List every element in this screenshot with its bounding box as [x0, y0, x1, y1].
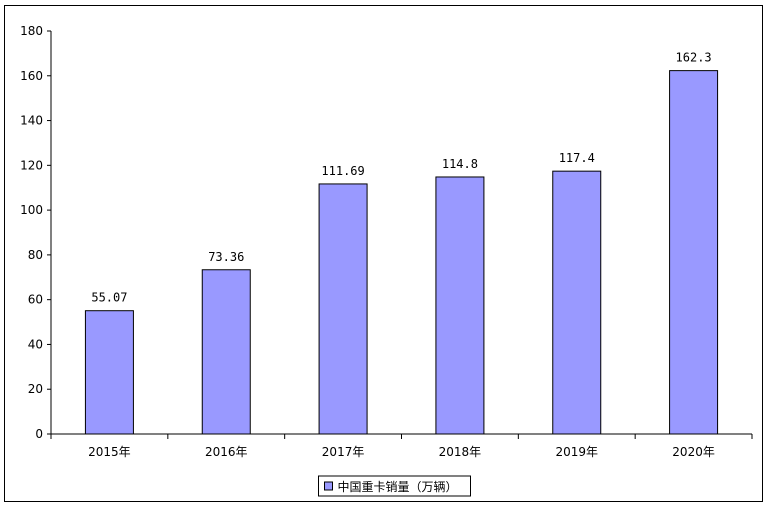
- x-tick-label: 2018年: [439, 445, 482, 459]
- y-tick-label: 40: [28, 337, 43, 351]
- bar: [669, 70, 719, 435]
- y-axis: 0 20 40 60 80 100 120 140 160 180: [20, 24, 52, 441]
- legend-label: 中国重卡销量（万辆）: [338, 479, 458, 494]
- data-label: 162.3: [676, 51, 712, 65]
- x-tick-label: 2015年: [88, 445, 131, 459]
- y-tick-label: 140: [20, 114, 43, 128]
- legend: 中国重卡销量（万辆）: [318, 475, 471, 497]
- y-tick-label: 100: [20, 203, 43, 217]
- y-tick-label: 120: [20, 158, 43, 172]
- y-tick-label: 80: [28, 248, 43, 262]
- y-tick-label: 60: [28, 293, 43, 307]
- x-axis: 2015年 2016年 2017年 2018年 2019年 2020年: [50, 433, 753, 459]
- data-label: 117.4: [559, 151, 595, 165]
- bar: [318, 183, 368, 435]
- data-labels: 55.07 73.36 111.69 114.8 117.4 162.3: [91, 51, 711, 305]
- data-label: 114.8: [442, 157, 478, 171]
- y-tick-label: 20: [28, 382, 43, 396]
- y-tick-label: 180: [20, 24, 43, 38]
- bar: [201, 269, 251, 435]
- x-tick-label: 2017年: [322, 445, 365, 459]
- legend-swatch: [324, 481, 333, 491]
- y-tick-label: 160: [20, 69, 43, 83]
- x-tick-label: 2016年: [205, 445, 248, 459]
- data-label: 111.69: [321, 164, 364, 178]
- bars: [84, 70, 719, 435]
- bar: [435, 176, 485, 435]
- data-label: 55.07: [91, 291, 127, 305]
- bar: [84, 310, 134, 435]
- data-label: 73.36: [208, 250, 244, 264]
- y-tick-label: 0: [35, 427, 43, 441]
- x-tick-label: 2020年: [672, 445, 715, 459]
- x-tick-label: 2019年: [555, 445, 598, 459]
- legend-box: [318, 475, 471, 497]
- bar: [552, 170, 602, 435]
